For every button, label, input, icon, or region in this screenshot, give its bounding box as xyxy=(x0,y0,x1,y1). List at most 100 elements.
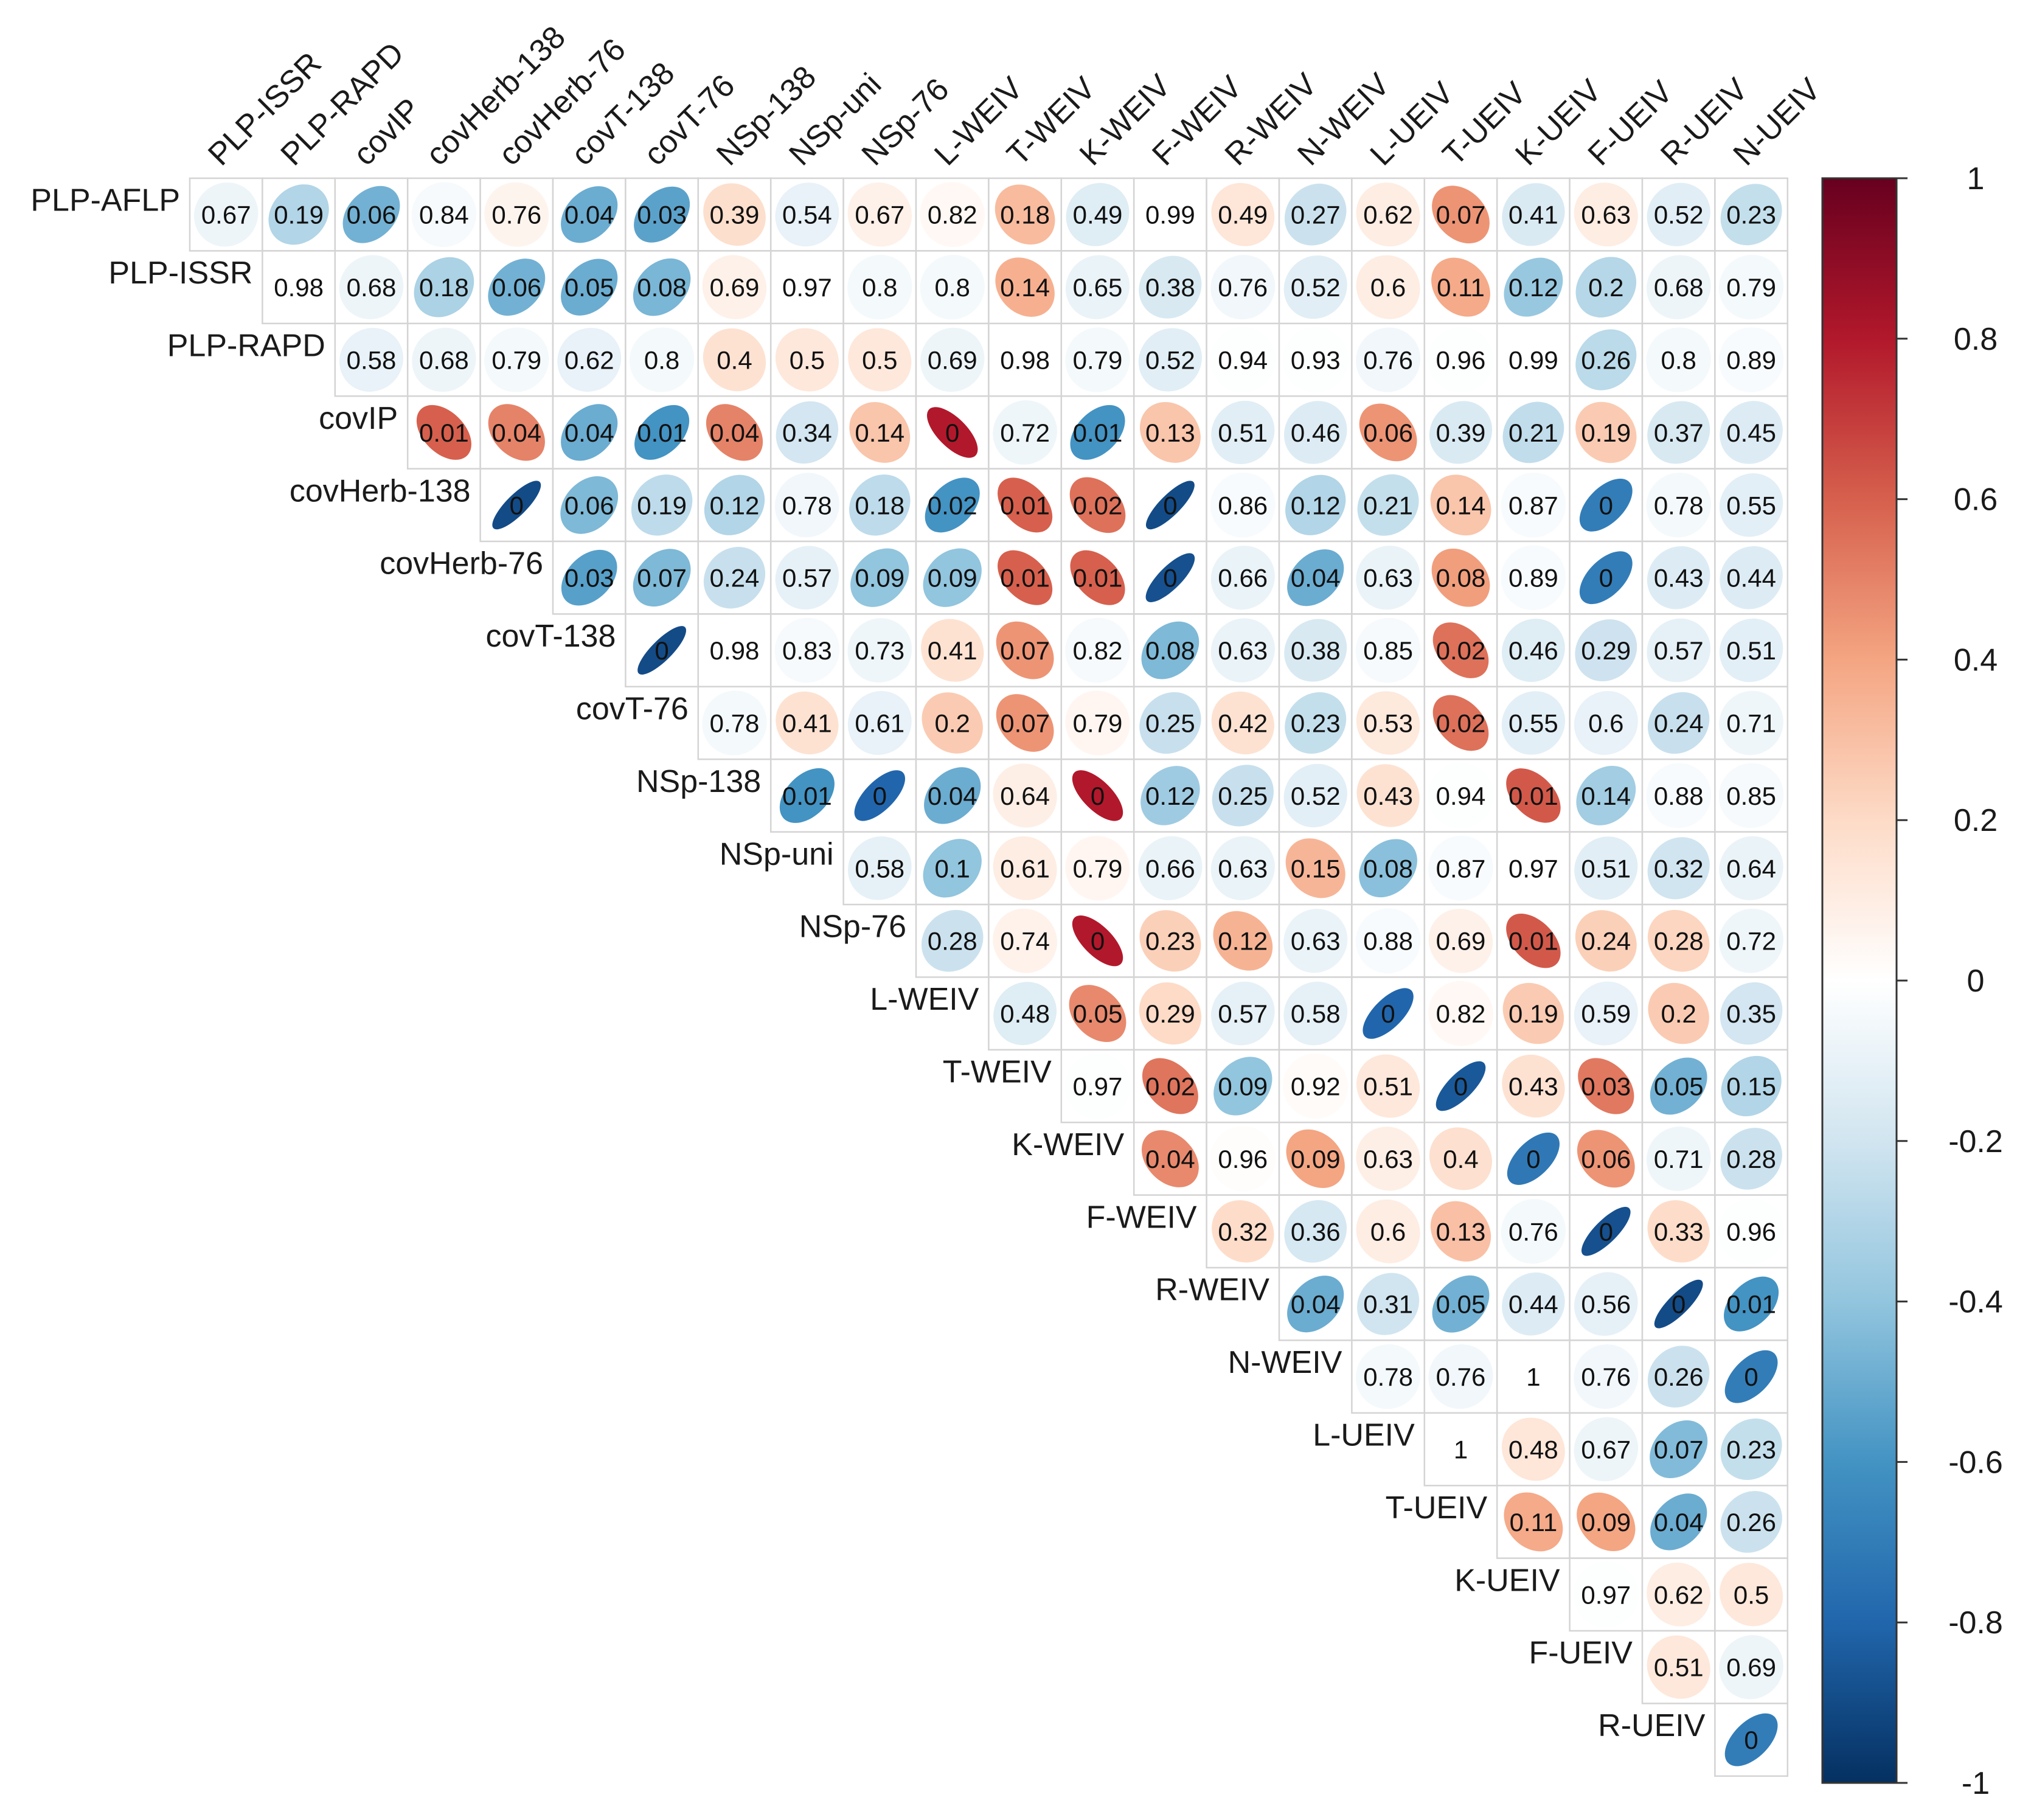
matrix-cell: 0.29 xyxy=(1569,613,1644,688)
matrix-cell: 0.03 xyxy=(625,177,700,252)
correlation-ellipse xyxy=(1356,691,1420,755)
matrix-cell: 0.52 xyxy=(1641,177,1716,252)
matrix-cell: 0.51 xyxy=(1641,1630,1716,1704)
matrix-cell: 0.49 xyxy=(1206,177,1280,252)
correlation-ellipse xyxy=(1577,1492,1636,1552)
correlation-ellipse xyxy=(1065,836,1130,901)
correlation-ellipse xyxy=(1724,1713,1778,1766)
cell-value-label: 0.24 xyxy=(1581,927,1631,956)
matrix-cell: 0.11 xyxy=(1496,1484,1571,1559)
cell-value-label: 0.98 xyxy=(1000,346,1050,375)
correlation-ellipse xyxy=(1647,837,1710,900)
cell-value-label: 0.24 xyxy=(710,564,760,592)
cell-value-label: 0.4 xyxy=(717,346,752,375)
cell-value-label: 0.08 xyxy=(1145,636,1195,665)
matrix-cell: 0.15 xyxy=(1714,1049,1789,1124)
correlation-ellipse xyxy=(1283,981,1348,1046)
correlation-ellipse xyxy=(1212,765,1274,827)
matrix-cell: 0.01 xyxy=(1714,1266,1789,1341)
cell-value-label: 0.06 xyxy=(1363,419,1413,447)
matrix-cell: 0.24 xyxy=(1641,686,1716,760)
matrix-cell: 0.09 xyxy=(1206,1049,1280,1124)
correlation-ellipse xyxy=(774,473,839,538)
correlation-ellipse xyxy=(1072,770,1123,821)
matrix-cell: 0.62 xyxy=(1641,1557,1716,1632)
correlation-ellipse xyxy=(1139,982,1201,1045)
correlation-ellipse xyxy=(1647,401,1710,464)
row-label: covT-76 xyxy=(576,692,689,727)
matrix-cell: 0 xyxy=(1060,903,1135,978)
correlation-ellipse xyxy=(993,908,1057,973)
cell-value-label: 0.01 xyxy=(1726,1290,1776,1319)
cell-value-label: 0.92 xyxy=(1291,1072,1341,1101)
matrix-cell: 0.76 xyxy=(1351,322,1426,397)
cell-value-label: 0.76 xyxy=(1218,273,1268,302)
matrix-cell: 0.01 xyxy=(769,758,844,833)
correlation-ellipse xyxy=(1355,908,1421,974)
correlation-ellipse xyxy=(1287,549,1344,606)
matrix-cell: 0.03 xyxy=(552,540,627,615)
correlation-ellipse xyxy=(706,404,763,461)
cell-value-label: 0.6 xyxy=(1370,273,1406,302)
cell-value-label: 0.21 xyxy=(1508,419,1558,447)
correlation-ellipse xyxy=(922,692,983,754)
matrix-cell: 0.04 xyxy=(697,395,772,470)
cell-value-label: 0.32 xyxy=(1654,854,1704,883)
matrix-cell: 0.18 xyxy=(842,468,917,543)
matrix-cell: 0 xyxy=(842,758,917,833)
cell-value-label: 0.46 xyxy=(1291,419,1341,447)
correlation-ellipse xyxy=(633,258,691,316)
matrix-cell: 0.79 xyxy=(1060,831,1135,906)
cell-value-label: 0.96 xyxy=(1436,346,1486,375)
correlation-ellipse xyxy=(1506,913,1561,968)
matrix-cell: 0.07 xyxy=(1641,1412,1716,1487)
cell-value-label: 0.58 xyxy=(1291,999,1341,1028)
matrix-cell: 0.8 xyxy=(842,250,917,325)
matrix-cell: 0.08 xyxy=(1133,613,1207,688)
matrix-cell: 0.98 xyxy=(988,322,1063,397)
row-label: NSp-76 xyxy=(799,909,906,945)
cell-value-label: 0.51 xyxy=(1363,1072,1413,1101)
correlation-ellipse xyxy=(849,401,911,463)
matrix-cell: 0.34 xyxy=(769,395,844,470)
cell-value-label: 0.67 xyxy=(855,201,904,229)
cell-value-label: 0.68 xyxy=(1654,273,1704,302)
cell-value-label: 0.57 xyxy=(1654,636,1704,665)
cell-value-label: 0 xyxy=(1672,1290,1685,1319)
matrix-cell: 0.57 xyxy=(769,540,844,615)
matrix-cell: 0.97 xyxy=(1060,1049,1135,1124)
correlation-ellipse xyxy=(1724,1276,1779,1332)
correlation-ellipse xyxy=(629,327,695,392)
correlation-ellipse xyxy=(1210,546,1275,610)
matrix-cell: 0.49 xyxy=(1060,177,1135,252)
matrix-cell: 0.01 xyxy=(406,395,481,470)
matrix-cell: 0.14 xyxy=(1569,758,1644,833)
correlation-ellipse xyxy=(1283,1053,1349,1119)
matrix-cell: 0.6 xyxy=(1351,250,1426,325)
correlation-ellipse xyxy=(1719,836,1783,900)
correlation-ellipse xyxy=(1431,257,1490,317)
matrix-cell: 0.12 xyxy=(1278,468,1353,543)
matrix-cell: 0.06 xyxy=(1569,1121,1644,1196)
matrix-cell: 0.96 xyxy=(1714,1194,1789,1269)
matrix-cell: 0.82 xyxy=(1423,976,1498,1051)
correlation-ellipse xyxy=(1428,763,1494,828)
cell-value-label: 0.23 xyxy=(1291,709,1341,738)
correlation-ellipse xyxy=(1066,182,1130,246)
matrix-cell: 0.08 xyxy=(1351,831,1426,906)
row-label: R-UEIV xyxy=(1598,1708,1706,1743)
correlation-ellipse xyxy=(1283,327,1349,393)
correlation-ellipse xyxy=(1720,546,1783,610)
matrix-cell: 0.1 xyxy=(915,831,990,906)
matrix-cell: 0.43 xyxy=(1496,1049,1571,1124)
correlation-ellipse xyxy=(1284,619,1347,682)
correlation-ellipse xyxy=(1432,622,1489,678)
matrix-cell: 0 xyxy=(625,613,700,688)
cell-value-label: 0.79 xyxy=(1726,273,1776,302)
correlation-ellipse xyxy=(1430,474,1491,536)
correlation-ellipse xyxy=(1504,1492,1563,1552)
correlation-ellipse xyxy=(1576,766,1636,825)
correlation-ellipse xyxy=(1283,255,1347,319)
cell-value-label: 0.64 xyxy=(1726,854,1776,883)
correlation-ellipse xyxy=(1069,985,1127,1043)
